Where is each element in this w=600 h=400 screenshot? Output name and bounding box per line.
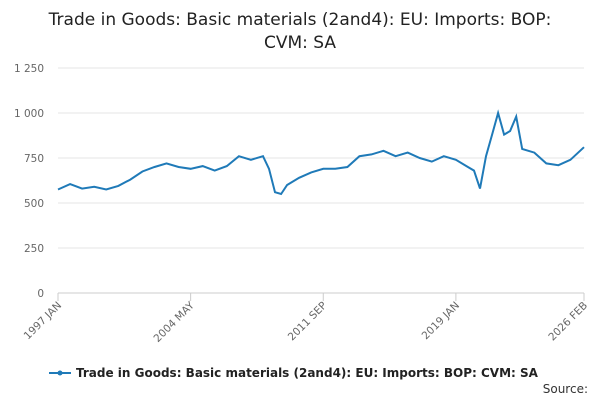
y-tick-label: 1 000 xyxy=(14,108,44,120)
series-line xyxy=(57,109,585,196)
y-tick-label: 1 250 xyxy=(14,63,44,75)
legend-marker xyxy=(57,370,63,376)
x-tick-label: 2011 SEP xyxy=(286,300,330,344)
chart-title-line-2: CVM: SA xyxy=(264,33,336,53)
x-tick-label: 2019 JAN xyxy=(420,300,462,342)
legend-label: Trade in Goods: Basic materials (2and4):… xyxy=(76,366,539,380)
gridlines xyxy=(58,67,584,249)
y-tick-label: 0 xyxy=(37,288,44,300)
x-tick-marks xyxy=(57,293,585,301)
y-tick-labels: 0 250 500 750 1 000 1 250 xyxy=(14,63,44,300)
y-tick-label: 500 xyxy=(24,198,44,210)
x-tick-label: 2026 FEB xyxy=(546,300,590,344)
source-label: Source: xyxy=(543,382,588,396)
x-tick-label: 2004 MAY xyxy=(152,299,198,345)
x-tick-label: 1997 JAN xyxy=(22,300,64,342)
y-tick-label: 250 xyxy=(24,243,44,255)
legend[interactable]: Trade in Goods: Basic materials (2and4):… xyxy=(49,366,539,380)
chart-title-line-1: Trade in Goods: Basic materials (2and4):… xyxy=(48,10,552,30)
y-tick-label: 750 xyxy=(24,153,44,165)
x-tick-labels: 1997 JAN 2004 MAY 2011 SEP 2019 JAN 2026 FEB xyxy=(22,299,590,345)
